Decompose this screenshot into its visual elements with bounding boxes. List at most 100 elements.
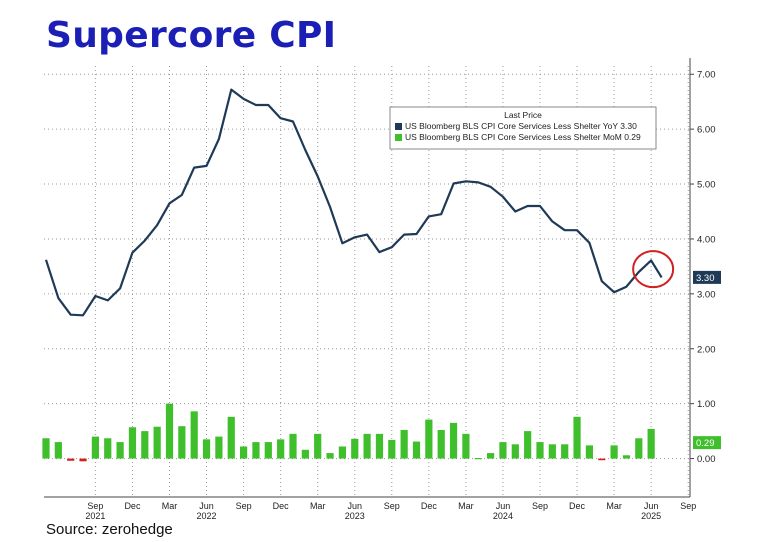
mom-bar — [524, 431, 532, 459]
y-tick-label: 1.00 — [697, 399, 716, 410]
supercore-cpi-chart: 0.00 1.00 2.00 3.00 4.00 5.00 6.00 7.00 3.30 0.29… — [42, 58, 721, 520]
x-tick-label: Mar — [606, 501, 622, 511]
mom-bar — [449, 422, 458, 459]
x-year-label: 2022 — [197, 511, 217, 520]
mom-bar — [215, 436, 223, 459]
last-value-mom-tag-bg — [693, 436, 721, 450]
legend-heading: Last Price — [504, 110, 542, 120]
mom-bar — [289, 433, 297, 459]
mom-bar — [425, 419, 433, 459]
x-tick-label: Dec — [421, 501, 438, 511]
mom-bar — [647, 428, 655, 459]
mom-bar — [91, 436, 99, 459]
mom-bar — [227, 416, 235, 459]
x-tick-label: Sep — [384, 501, 400, 511]
mom-bar — [165, 403, 174, 459]
y-tick-label: 3.00 — [697, 289, 716, 300]
mom-bar — [326, 453, 334, 459]
mom-bar — [610, 445, 618, 459]
y-tick-label: 4.00 — [697, 234, 716, 245]
mom-bar — [511, 444, 519, 459]
legend-item-label: US Bloomberg BLS CPI Core Services Less … — [405, 132, 641, 142]
mom-bar — [536, 442, 544, 459]
x-tick-label: Jun — [199, 501, 214, 511]
legend-swatch — [395, 123, 402, 130]
x-axis: Sep Dec Mar Jun Sep Dec Mar Jun Sep Dec Mar Jun Sep D… — [44, 496, 696, 520]
y-tick-label: 5.00 — [697, 180, 716, 191]
mom-bar — [338, 446, 346, 459]
mom-bar — [301, 449, 309, 459]
mom-bar — [462, 433, 470, 459]
mom-bar — [375, 433, 384, 459]
mom-bar — [54, 442, 62, 459]
yoy-line — [44, 88, 663, 317]
x-tick-label: Mar — [310, 501, 326, 511]
mom-bar — [314, 433, 322, 459]
mom-bar — [277, 439, 285, 459]
mom-bar — [622, 455, 631, 459]
x-tick-label: Jun — [496, 501, 511, 511]
x-tick-label: Dec — [569, 501, 586, 511]
mom-bar — [202, 439, 211, 459]
mom-bar — [240, 446, 248, 459]
x-tick-label: Sep — [680, 501, 696, 511]
yoy-line-layer — [44, 88, 663, 317]
mom-bar — [573, 416, 581, 459]
mom-bar — [128, 427, 137, 459]
mom-bar — [561, 444, 569, 459]
mom-bar — [635, 438, 643, 459]
mom-bar — [487, 453, 495, 459]
mom-bar — [437, 430, 445, 459]
x-tick-label: Jun — [347, 501, 362, 511]
x-tick-label: Mar — [162, 501, 178, 511]
source-note: Source: zerohedge — [46, 521, 173, 538]
x-year-label: 2021 — [85, 511, 105, 520]
y-tick-label: 0.00 — [697, 454, 716, 465]
mom-bar — [252, 442, 260, 459]
mom-bar — [153, 426, 161, 459]
y-axis-right: 0.00 1.00 2.00 3.00 4.00 5.00 6.00 7.00 3.30 0.29 — [689, 58, 721, 497]
mom-bar — [363, 433, 371, 459]
legend-swatch — [395, 134, 402, 141]
mom-bar — [104, 438, 112, 459]
mom-bar — [388, 439, 396, 459]
mom-bar — [585, 445, 593, 459]
x-tick-label: Sep — [87, 501, 103, 511]
mom-bar — [351, 438, 359, 459]
y-tick-label: 6.00 — [697, 125, 716, 136]
mom-bar — [264, 442, 272, 459]
mom-bar — [116, 442, 124, 459]
mom-bar — [400, 430, 408, 459]
x-tick-label: Dec — [124, 501, 141, 511]
x-year-label: 2024 — [493, 511, 513, 520]
y-tick-label: 7.00 — [697, 70, 716, 81]
mom-bar — [499, 442, 507, 459]
legend-frame — [389, 106, 657, 150]
mom-bar — [79, 458, 87, 462]
mom-bar — [42, 438, 50, 459]
mom-bar — [67, 458, 75, 461]
legend-item-label: US Bloomberg BLS CPI Core Services Less … — [405, 121, 637, 131]
chart-title: Supercore CPI — [46, 15, 337, 56]
last-value-mom-tag: 0.29 — [696, 438, 715, 449]
y-tick-label: 2.00 — [697, 344, 716, 355]
mom-bar — [141, 431, 149, 459]
highlight-circle — [632, 250, 675, 289]
mom-bar — [190, 411, 198, 459]
mom-bar — [178, 426, 186, 459]
x-tick-label: Sep — [236, 501, 252, 511]
last-value-yoy-tag: 3.30 — [696, 273, 715, 284]
x-tick-label: Dec — [273, 501, 290, 511]
mom-bars-layer — [42, 403, 655, 462]
x-year-label: 2025 — [641, 511, 661, 520]
mom-bar — [548, 444, 556, 459]
last-value-yoy-tag-bg — [693, 270, 721, 284]
highlight-layer — [632, 250, 675, 289]
x-year-label: 2023 — [345, 511, 365, 520]
mom-bar — [474, 458, 482, 460]
mom-bar — [412, 441, 421, 459]
mom-bar — [598, 458, 606, 461]
x-tick-label: Mar — [458, 501, 474, 511]
x-tick-label: Jun — [644, 501, 659, 511]
